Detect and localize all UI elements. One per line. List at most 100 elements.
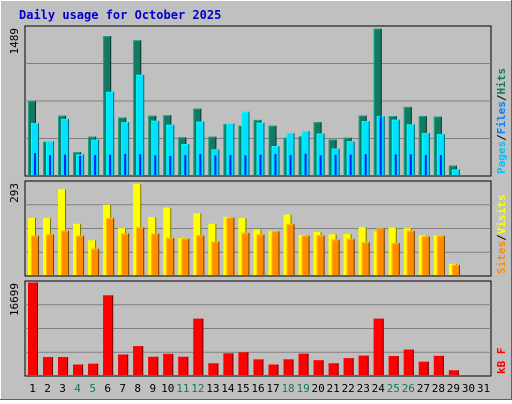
bar-pages-day-17 [275,154,277,175]
bar-kbytes-day-6-body [103,295,113,375]
panel-kbytes-legend: kB F [495,348,508,375]
bar-sites-day-13-body [211,242,219,275]
bar-kbytes-day-18 [284,359,294,375]
bar-sites-day-22-body [347,239,355,275]
bar-kbytes-day-24-body [374,319,384,375]
bar-sites-day-28-body [437,236,445,275]
x-tick-label-day-1: 1 [29,382,36,395]
x-tick-label-day-4: 4 [74,382,81,395]
x-tick-label-day-22: 22 [342,382,355,395]
bar-kbytes-day-16-body [253,359,263,375]
bar-sites-day-18-body [287,224,295,275]
bar-sites-day-10-body [166,238,174,275]
bar-sites-day-28 [437,236,445,275]
bar-pages-day-1 [34,153,36,175]
bar-pages-day-11 [184,155,186,175]
x-tick-label-day-17: 17 [266,382,279,395]
bar-kbytes-day-9-body [148,357,158,375]
bar-kbytes-day-11-body [178,357,188,375]
bar-sites-day-23 [362,242,370,275]
bar-kbytes-day-10 [163,354,173,375]
bar-kbytes-day-23-body [359,356,369,375]
bar-pages-day-15 [244,155,246,175]
x-tick-label-day-10: 10 [161,382,174,395]
legend-entry-visits: Visits [495,195,508,235]
bar-sites-day-9-body [151,233,159,275]
bar-pages-day-18 [290,155,292,175]
bar-pages-day-14 [229,155,231,175]
bar-sites-day-6-body [106,218,114,275]
panel-hits-files-pages: 1489 Pages/Files/Hits [8,26,508,176]
bar-kbytes-day-4 [73,365,83,375]
panel-kbytes-legend-text: kB F [495,348,508,375]
legend-entry-pages: Pages [495,141,508,174]
bar-kbytes-day-25-body [389,356,399,375]
bar-sites-day-8 [136,227,144,275]
panel-hits-files-pages-ymax-label: 1489 [8,28,21,55]
bar-kbytes-day-13-body [208,363,218,375]
bar-kbytes-day-3 [58,357,68,375]
bar-pages-day-12 [199,154,201,175]
x-tick-label-day-26: 26 [402,382,415,395]
bar-kbytes-day-15 [238,352,248,375]
bar-kbytes-day-27-body [419,362,429,375]
x-tick-label-day-15: 15 [236,382,249,395]
x-tick-label-day-9: 9 [149,382,156,395]
bar-pages-day-8 [139,154,141,175]
bar-pages-day-28 [440,155,442,175]
legend-entry-hits: Hits [495,68,508,95]
bar-kbytes-day-13 [208,363,218,375]
bar-kbytes-day-17 [269,365,279,375]
panels-group: 1489Pages/Files/Hits293Sites/Visits16699… [8,26,508,376]
bar-pages-day-13 [214,155,216,175]
bar-sites-day-23-body [362,242,370,275]
bar-sites-day-26-body [407,231,415,275]
bar-kbytes-day-18-body [284,359,294,375]
x-tick-label-day-24: 24 [372,382,386,395]
x-tick-label-day-23: 23 [357,382,370,395]
bar-kbytes-day-25 [389,356,399,375]
bar-kbytes-day-5 [88,364,98,375]
bar-sites-day-21 [332,239,340,275]
bar-sites-day-20 [317,235,325,275]
x-tick-label-day-18: 18 [281,382,294,395]
bar-sites-day-22 [347,239,355,275]
bar-sites-day-3-body [61,231,69,275]
panel-visits-sites-ymax-label: 293 [8,183,21,203]
bar-sites-day-19-body [302,236,310,275]
x-tick-label-day-7: 7 [119,382,126,395]
x-tick-label-day-30: 30 [462,382,475,395]
bar-kbytes-day-2 [43,357,53,375]
bar-pages-day-5 [94,155,96,175]
panel-kbytes-ymax-label: 16699 [8,283,21,316]
bar-sites-day-29-body [452,265,460,275]
bar-sites-day-4-body [76,236,84,275]
bar-sites-day-2-body [46,234,54,275]
bar-pages-day-9 [154,155,156,175]
bar-sites-day-3 [61,231,69,275]
bar-pages-day-16 [259,155,261,175]
panel-hits-files-pages-legend: Pages/Files/Hits [495,68,508,174]
x-tick-label-day-19: 19 [296,382,309,395]
bar-kbytes-day-24 [374,319,384,375]
bar-kbytes-day-14-body [223,353,233,375]
bar-sites-day-27-body [422,236,430,275]
bar-kbytes-day-12 [193,319,203,375]
bar-kbytes-day-22 [344,358,354,375]
x-tick-label-day-28: 28 [432,382,445,395]
bar-kbytes-day-10-body [163,354,173,375]
bar-kbytes-day-22-body [344,358,354,375]
bar-sites-day-11 [181,238,189,275]
bar-kbytes-day-14 [223,353,233,375]
bar-kbytes-day-19 [299,354,309,375]
bar-sites-day-16-body [256,234,264,275]
bar-kbytes-day-7-body [118,355,128,375]
bar-kbytes-day-26-body [404,350,414,375]
bar-kbytes-day-26 [404,350,414,375]
bar-kbytes-day-28 [434,356,444,375]
bar-sites-day-4 [76,236,84,275]
bar-pages-day-27 [425,155,427,175]
bar-sites-day-21-body [332,239,340,275]
